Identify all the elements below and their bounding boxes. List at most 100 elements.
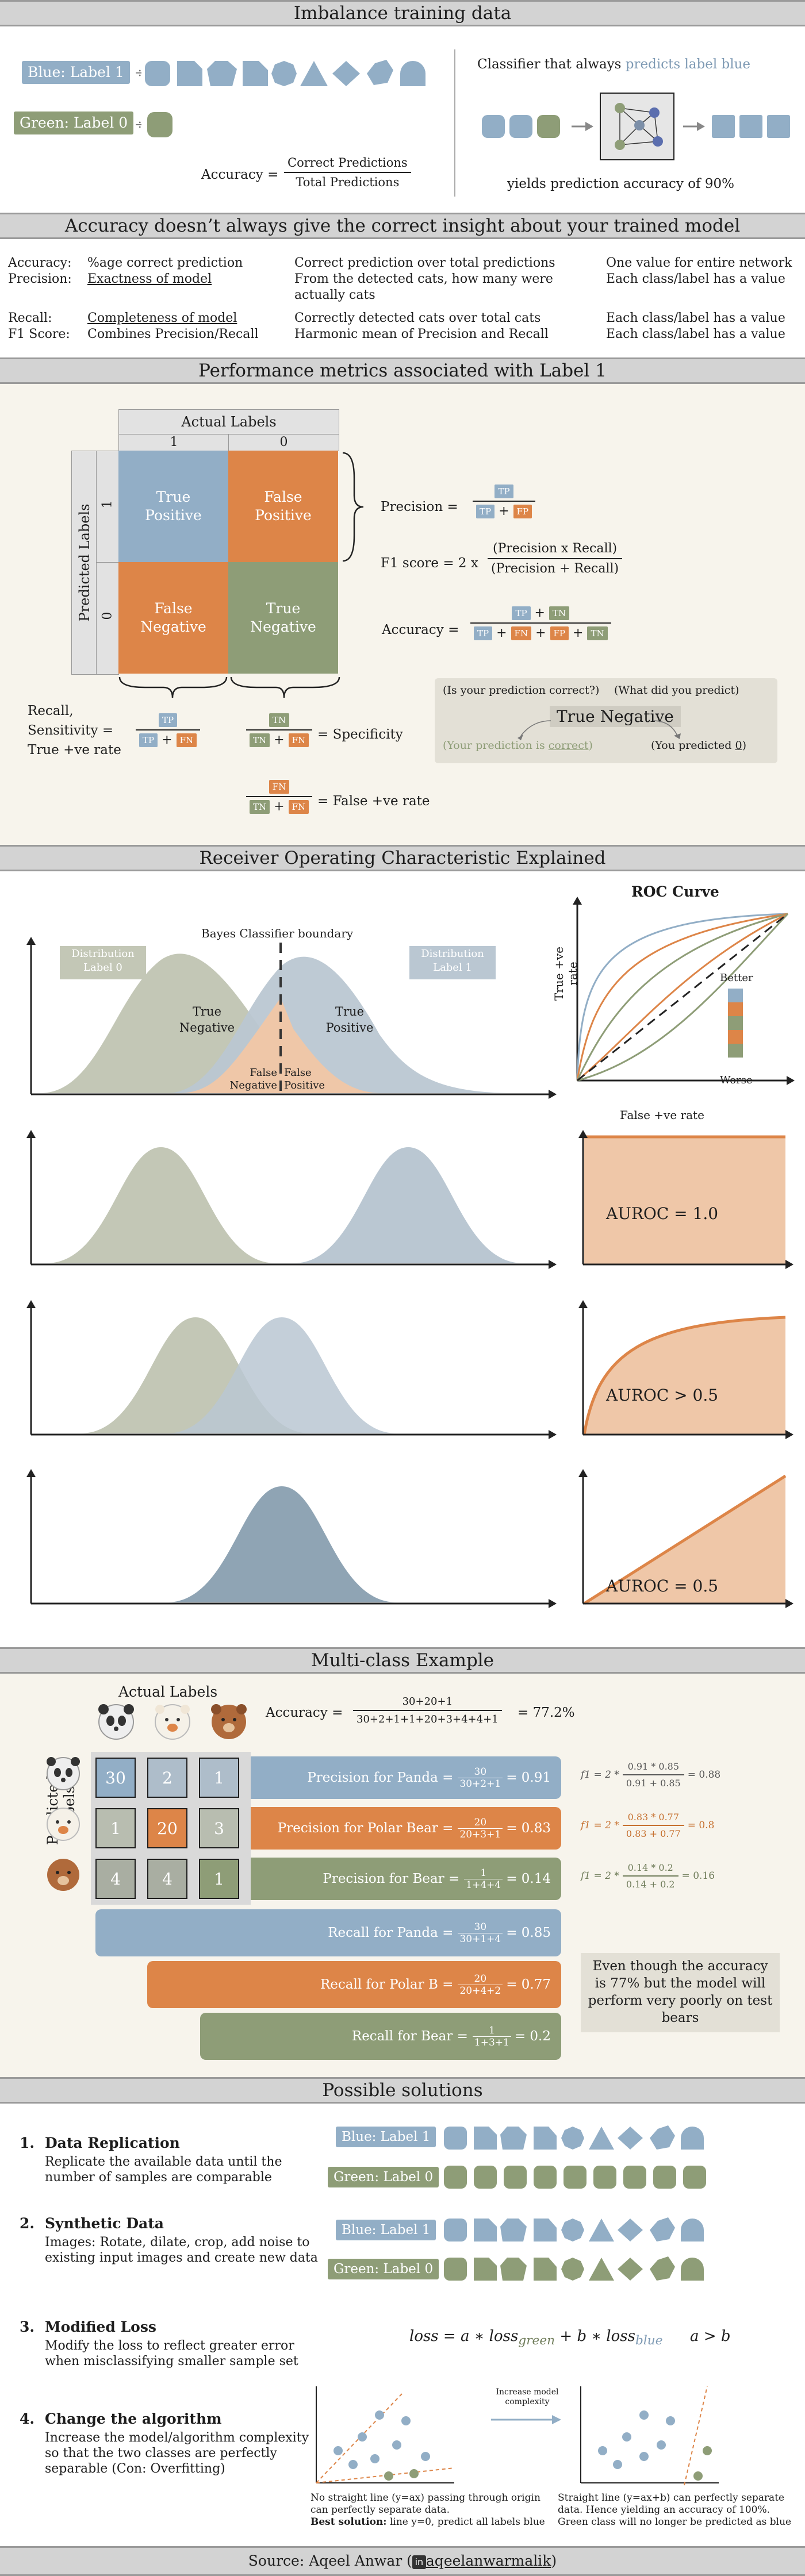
- green-label-chip: Green: Label 0: [14, 112, 134, 134]
- tp-chip: TP: [139, 733, 158, 747]
- precision-polar-den: 20+3+1: [459, 1828, 501, 1840]
- recall-polar-num: 20: [458, 1973, 503, 1985]
- solution-text: Images: Rotate, dilate, crop, add noise …: [45, 2235, 318, 2265]
- synthetic-samples: [444, 2217, 704, 2281]
- a-gt-b: a > b: [690, 2328, 731, 2345]
- replicated-samples: [444, 2125, 706, 2189]
- svg-text:÷: ÷: [135, 66, 141, 80]
- fn-chip: FN: [176, 733, 197, 747]
- section-header-metrics: Performance metrics associated with Labe…: [0, 357, 805, 384]
- tp-chip: TP: [474, 626, 493, 640]
- actual-labels-header: Actual Labels: [118, 409, 339, 435]
- tn-chip: TN: [250, 800, 270, 814]
- f1-label: F1 score = 2 x: [381, 556, 478, 571]
- classifier-caption: Classifier that always predicts label bl…: [477, 56, 750, 72]
- cell-true-positive: True Positive: [118, 451, 228, 562]
- f1-val: = 0.88: [687, 1769, 721, 1781]
- loss-mid: + b ∗ loss: [555, 2328, 635, 2345]
- section-header-imbalance: Imbalance training data: [0, 0, 805, 26]
- solution-title: Change the algorithm: [45, 2410, 222, 2427]
- section-title: Multi-class Example: [311, 1650, 494, 1671]
- mc-actual-labels: Actual Labels: [118, 1683, 218, 1700]
- tp-chip: TP: [512, 606, 531, 620]
- cell-false-positive: False Positive: [228, 451, 338, 562]
- loss-formula: loss = a ∗ lossgreen + b ∗ lossblue: [409, 2328, 663, 2348]
- precision-panda-den: 30+2+1: [459, 1778, 501, 1790]
- section-header-solutions: Possible solutions: [0, 2077, 805, 2104]
- footer: Source: Aqeel Anwar (in aqeelanwarmalik): [0, 2546, 805, 2576]
- mc-acc-den: 30+2+1+1+20+3+4+4+1: [356, 1713, 499, 1725]
- f1-num: 0.83 * 0.77: [622, 1812, 684, 1826]
- metric-def-recall: Completeness of model: [87, 310, 237, 326]
- precision-panda-num: 30: [458, 1766, 503, 1778]
- solution-text: Replicate the available data until the n…: [45, 2155, 282, 2185]
- loss-green: green: [518, 2333, 555, 2348]
- footer-handle-link[interactable]: aqeelanwarmalik: [425, 2552, 551, 2569]
- recall-label: Recall, Sensitivity = True +ve rate: [28, 701, 121, 760]
- specificity-fraction: TN TN + FN: [246, 713, 313, 747]
- section-title: Imbalance training data: [293, 3, 512, 24]
- metric-def-accuracy: %age correct prediction: [87, 256, 243, 270]
- mc-cell: 1: [95, 1808, 136, 1848]
- recall-pill-panda: Recall for Panda = 30 30+1+4 = 0.85: [95, 1909, 561, 1956]
- cell-tp-text: True Positive: [145, 489, 202, 524]
- metric-def-f1: Combines Precision/Recall: [87, 327, 259, 341]
- recall-polar-val: = 0.77: [506, 1977, 551, 1992]
- explainer-arrows: [518, 720, 681, 740]
- distribution-plot-identical: [26, 1469, 557, 1608]
- auroc-plot-2: [578, 1300, 793, 1439]
- recall-panda-den: 30+1+4: [459, 1933, 501, 1945]
- fn-chip: FN: [288, 800, 309, 814]
- precision-label: Precision =: [381, 499, 458, 514]
- f1-val: = 0.16: [681, 1870, 715, 1882]
- mc-cell: 3: [199, 1808, 239, 1848]
- section-header-accuracy: Accuracy doesn’t always give the correct…: [0, 213, 805, 239]
- precision-bear-label: Precision for Bear =: [323, 1871, 460, 1886]
- animal-row-icons: [47, 1757, 80, 1891]
- auroc-plot-3: [578, 1469, 793, 1608]
- cell-true-negative: True Negative: [228, 562, 338, 674]
- accuracy-formula-label: Accuracy =: [382, 622, 459, 637]
- true-negative-region: True Negative: [179, 1005, 235, 1035]
- tn-chip: TN: [587, 626, 608, 640]
- bayes-boundary-label: Bayes Classifier boundary: [201, 926, 354, 940]
- solution-number: 4.: [20, 2410, 35, 2427]
- tn-chip: TN: [269, 713, 290, 727]
- mc-acc-num: 30+20+1: [353, 1695, 502, 1711]
- answer-correct: (Your prediction is correct): [443, 739, 593, 752]
- mc-cell: 4: [95, 1859, 136, 1899]
- recall-bear-num: 1: [472, 2025, 511, 2037]
- note-right: Straight line (y=ax+b) can perfectly sep…: [558, 2492, 792, 2528]
- mc-note: Even though the accuracy is 77% but the …: [581, 1953, 780, 2032]
- recall-line-2: Sensitivity =: [28, 723, 114, 738]
- fp-chip: FP: [550, 626, 569, 640]
- mc-accuracy-result: = 77.2%: [518, 1705, 575, 1720]
- recall-polar-den: 20+4+2: [459, 1985, 501, 1997]
- panda-icon: [98, 1704, 134, 1740]
- distribution-plot-separated: [26, 1130, 557, 1269]
- solution-text: Modify the loss to reflect greater error…: [45, 2339, 298, 2369]
- precision-panda-label: Precision for Panda =: [307, 1770, 454, 1785]
- section-title: Performance metrics associated with Labe…: [198, 360, 607, 381]
- auroc-1-label: AUROC = 1.0: [606, 1204, 719, 1223]
- green-sample: [147, 112, 172, 137]
- mc-accuracy-label: Accuracy =: [266, 1705, 343, 1720]
- roc-curve-plot: [573, 897, 795, 1085]
- fp-chip: FP: [513, 505, 532, 518]
- fn-chip: FN: [269, 780, 290, 794]
- section-header-roc: Receiver Operating Characteristic Explai…: [0, 845, 805, 871]
- mc-accuracy-fraction: 30+20+1 30+2+1+1+20+3+4+4+1: [353, 1695, 502, 1725]
- column-braces: [118, 676, 340, 698]
- tn-chip: TN: [250, 733, 270, 747]
- f1-den: 0.83 + 0.77: [626, 1828, 681, 1839]
- footer-source: Source: Aqeel Anwar (: [248, 2552, 412, 2569]
- metric-name-f1: F1 Score:: [8, 327, 70, 341]
- row-label-0-box: 0: [96, 562, 119, 675]
- solution-title: Data Replication: [45, 2135, 180, 2151]
- note-left-best: line y=0, predict all labels blue: [386, 2516, 545, 2528]
- animal-header-icons: [98, 1704, 247, 1740]
- tp-chip: TP: [158, 713, 178, 727]
- precision-bear-den: 1+4+4: [466, 1879, 501, 1891]
- answer-predict-pre: (You predicted: [651, 739, 735, 752]
- better-label: Better: [720, 972, 753, 984]
